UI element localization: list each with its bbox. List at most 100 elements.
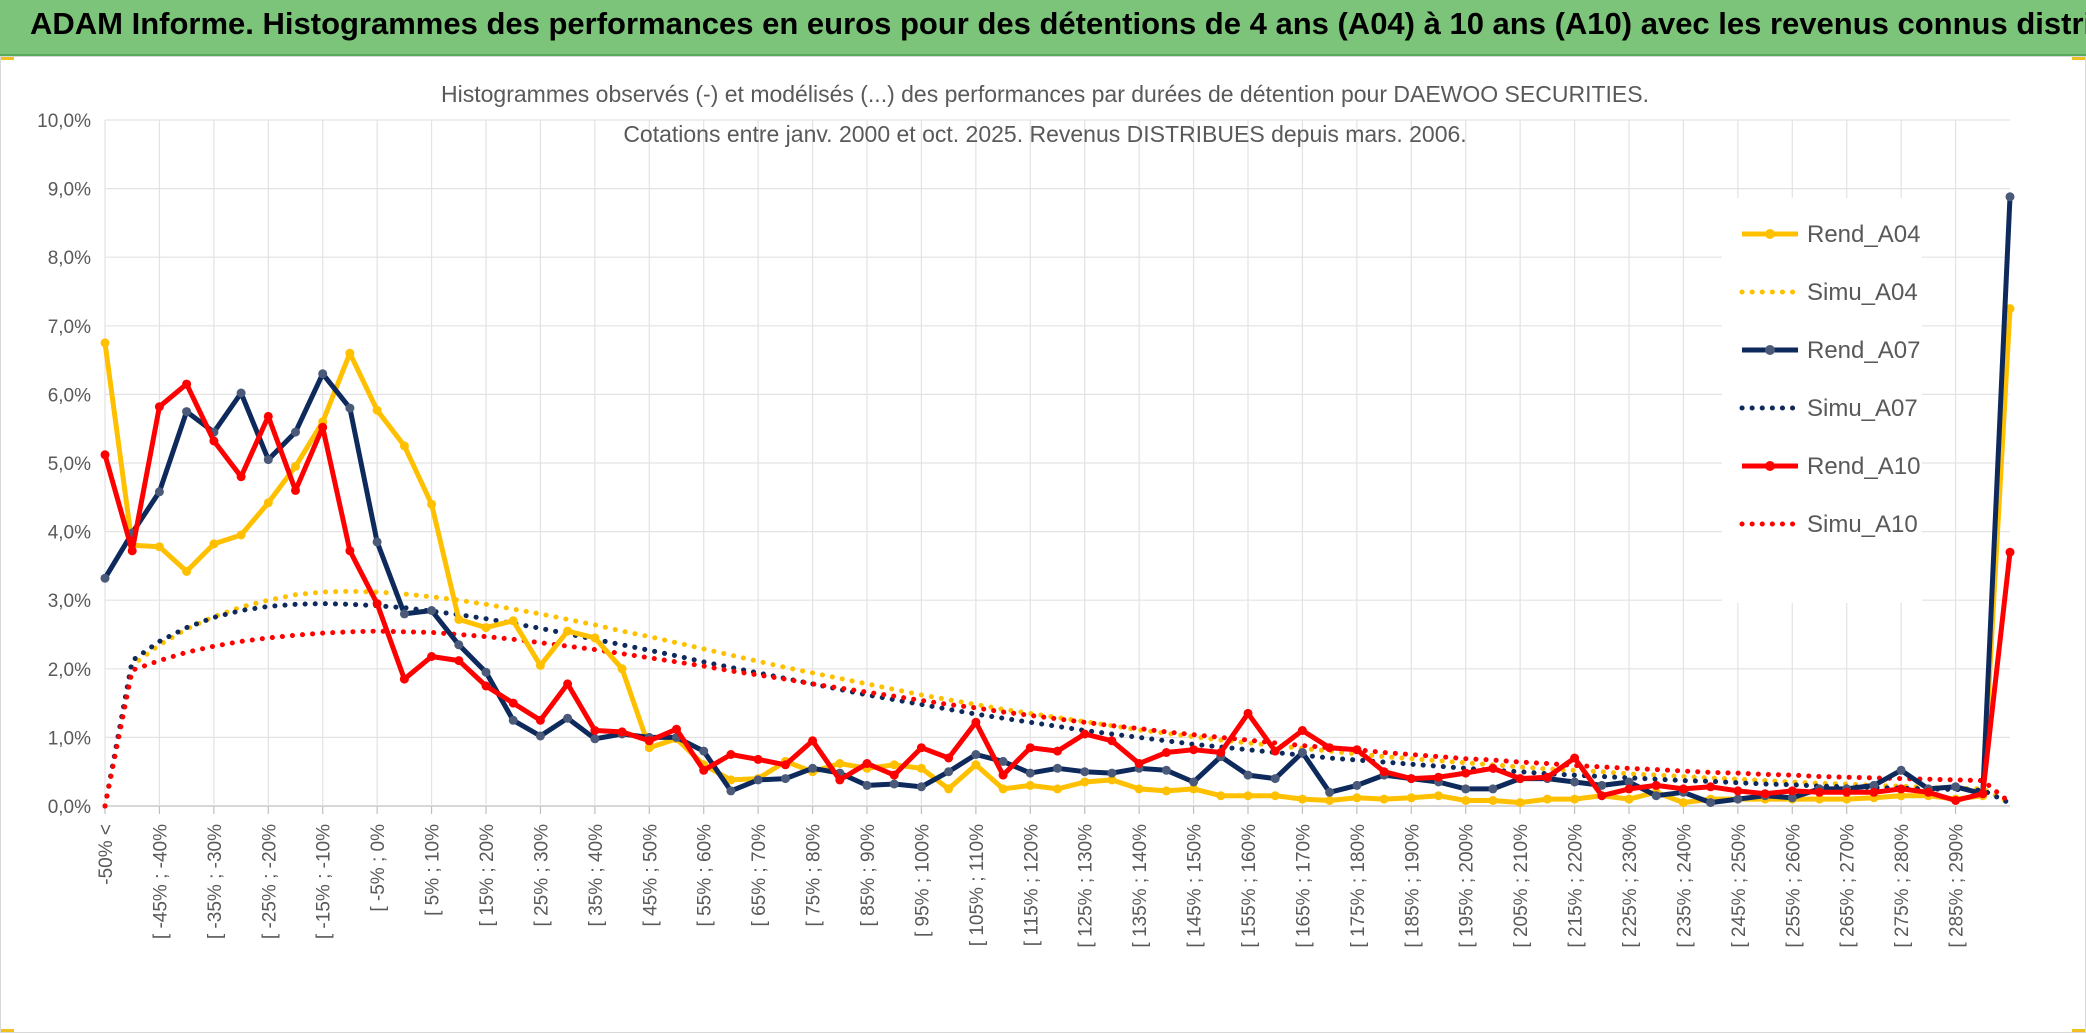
chart-subtitle: Cotations entre janv. 2000 et oct. 2025.…	[623, 121, 1466, 147]
data-point-rend_a10	[1325, 743, 1335, 753]
legend-background	[1722, 198, 1922, 603]
data-point-rend_a10	[998, 770, 1008, 780]
x-tick-label: [ 5% ; 10%	[423, 824, 444, 916]
data-point-rend_a10	[808, 736, 818, 746]
x-tick-label: [ 135% ; 140%	[1130, 824, 1151, 948]
x-tick-label: [ -35% ; -30%	[205, 824, 226, 939]
data-point-rend_a07	[1243, 770, 1253, 780]
data-point-rend_a10	[590, 726, 600, 735]
data-point-rend_a04	[563, 626, 573, 636]
data-point-rend_a04	[100, 338, 110, 348]
legend-label: Simu_A04	[1807, 279, 1918, 306]
data-point-rend_a10	[971, 717, 981, 727]
data-point-rend_a10	[1706, 782, 1716, 792]
chart: 0,0% 1,0% 2,0% 3,0% 4,0% 5,0% 6,0% 7,0% 8,0% 9,0%…	[37, 81, 2015, 948]
x-tick-label: [ 285% ; 290%	[1947, 824, 1968, 948]
data-point-rend_a10	[209, 436, 219, 446]
data-point-rend_a10	[1951, 796, 1961, 805]
data-point-rend_a04	[1216, 791, 1226, 801]
y-tick-label: 5,0%	[48, 454, 91, 475]
data-point-rend_a10	[263, 411, 273, 421]
x-tick-label: [ 225% ; 230%	[1620, 824, 1641, 948]
data-point-rend_a04	[209, 539, 219, 549]
data-point-rend_a04	[2005, 304, 2015, 314]
y-tick-label: 1,0%	[48, 728, 91, 749]
data-point-rend_a10	[1570, 753, 1580, 763]
x-tick-label: [ 45% ; 50%	[640, 824, 661, 927]
data-point-rend_a07	[263, 455, 273, 465]
data-point-rend_a10	[372, 599, 382, 609]
data-point-rend_a04	[291, 461, 300, 471]
data-point-rend_a10	[1515, 774, 1525, 784]
legend-label: Simu_A07	[1807, 395, 1918, 422]
data-point-rend_a07	[1053, 763, 1062, 773]
data-point-rend_a04	[372, 405, 382, 415]
data-point-rend_a10	[862, 759, 872, 768]
data-point-rend_a07	[100, 573, 110, 583]
gridlines	[104, 119, 2010, 807]
data-point-rend_a07	[780, 774, 790, 784]
data-point-rend_a07	[1161, 765, 1171, 775]
data-point-rend_a04	[916, 763, 926, 773]
x-tick-label: [ 115% ; 120%	[1021, 824, 1042, 946]
x-tick-label: [ 55% ; 60%	[695, 824, 716, 927]
x-tick-label: [ 215% ; 220%	[1566, 824, 1587, 948]
data-point-rend_a07	[345, 403, 355, 413]
data-point-rend_a10	[1107, 736, 1117, 746]
data-point-rend_a07	[1352, 780, 1362, 790]
data-point-rend_a07	[1461, 784, 1471, 794]
x-tick-label: [ 25% ; 30%	[531, 824, 552, 927]
legend-label: Rend_A04	[1807, 221, 1920, 248]
x-tick-label: [ 175% ; 180%	[1348, 824, 1369, 948]
data-point-rend_a10	[100, 450, 110, 460]
data-point-rend_a07	[1189, 777, 1199, 787]
legend-marker	[1765, 345, 1775, 355]
data-point-rend_a07	[590, 734, 600, 744]
data-point-rend_a10	[753, 754, 763, 764]
x-tick-label: [ -45% ; -40%	[150, 824, 171, 939]
y-tick-label: 8,0%	[48, 248, 91, 269]
data-point-rend_a07	[998, 756, 1008, 766]
data-point-rend_a10	[1270, 746, 1280, 756]
data-point-rend_a07	[808, 763, 818, 773]
y-tick-label: 9,0%	[48, 180, 91, 201]
data-point-rend_a04	[1270, 791, 1280, 801]
data-point-rend_a10	[780, 760, 790, 770]
x-tick-label: [ 15% ; 20%	[477, 824, 498, 927]
data-point-rend_a07	[862, 780, 872, 790]
x-tick-label: [ 195% ; 200%	[1457, 824, 1478, 948]
data-point-rend_a10	[236, 472, 246, 482]
data-point-rend_a04	[889, 760, 899, 770]
data-point-rend_a04	[617, 664, 627, 674]
x-axis: -50% < [ -45% ; -40% [ -35% ; -30% [ -25% ;…	[96, 806, 1968, 948]
corner-mark	[0, 1029, 14, 1033]
chart-title: Histogrammes observés (-) et modélisés (…	[441, 81, 1649, 107]
data-point-rend_a10	[1406, 774, 1416, 784]
data-point-rend_a10	[1080, 729, 1090, 739]
y-tick-label: 10,0%	[37, 111, 91, 132]
data-point-rend_a10	[399, 674, 409, 684]
x-tick-label: [ 275% ; 280%	[1892, 824, 1913, 948]
data-point-rend_a07	[1570, 777, 1580, 787]
data-point-rend_a04	[944, 784, 954, 794]
x-tick-label: [ 165% ; 170%	[1293, 824, 1314, 948]
data-point-rend_a10	[1161, 748, 1171, 757]
data-point-rend_a04	[644, 743, 654, 753]
data-point-rend_a10	[944, 753, 954, 763]
data-point-rend_a07	[916, 782, 926, 792]
data-point-rend_a07	[454, 640, 464, 650]
corner-mark	[0, 56, 14, 60]
data-point-rend_a10	[726, 750, 736, 759]
x-tick-label: -50% <	[96, 824, 117, 885]
data-point-rend_a10	[1025, 743, 1035, 753]
data-point-rend_a07	[726, 786, 736, 796]
x-tick-label: [ 155% ; 160%	[1239, 824, 1260, 948]
data-point-rend_a07	[1869, 780, 1879, 790]
data-point-rend_a10	[318, 422, 328, 432]
data-point-rend_a10	[1678, 784, 1688, 794]
data-point-rend_a04	[508, 616, 518, 626]
data-point-rend_a10	[2005, 547, 2015, 557]
data-point-rend_a10	[672, 724, 681, 734]
series-group	[100, 192, 2015, 809]
y-tick-label: 6,0%	[48, 385, 91, 406]
